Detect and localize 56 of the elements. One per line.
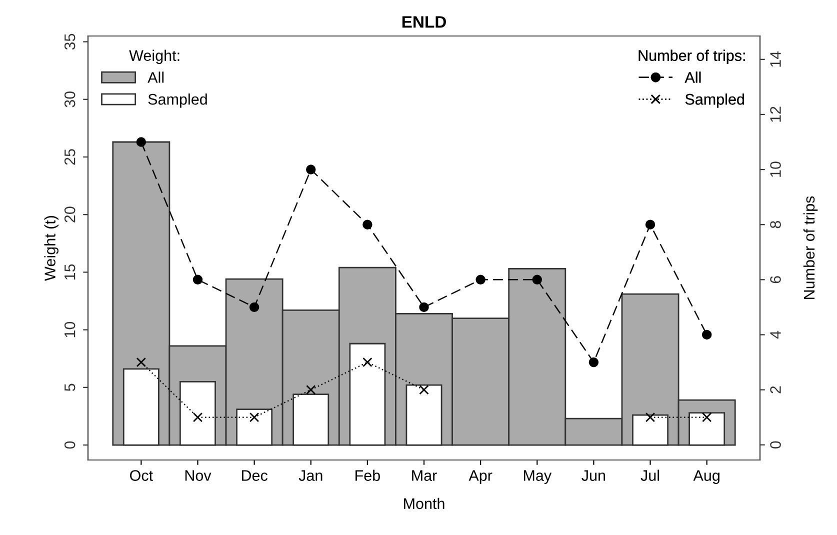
point [645,220,656,230]
point [532,274,542,285]
x-tick-label: Mar [412,470,437,481]
y-tick-label: 30 [64,91,76,108]
y-tick-label: 15 [64,264,76,280]
point [136,137,146,147]
point [588,357,599,368]
y2-tick-label: 10 [770,162,781,177]
text: Number of trips: [638,50,745,64]
y-tick-label: 35 [64,34,76,50]
point [249,302,260,312]
point [702,412,712,422]
point [192,274,203,285]
x-tick-label: Feb [356,470,380,481]
x-tick-label: Jan [298,470,322,481]
point [702,330,712,340]
y2-tick-label: 8 [770,221,781,228]
y2-tick-label: 0 [770,441,781,449]
y2-tick-label: 6 [770,276,781,284]
point [419,384,429,395]
x-tick-label: Nov [185,470,212,481]
legend-label: All [684,72,701,83]
point [362,357,372,368]
x-tick-label: Apr [468,470,492,484]
legend-label: Sampled [148,94,207,108]
x-tick-label: Jul [640,470,660,481]
x-tick-label: Jun [582,470,606,481]
x-tick-label: Dec [242,470,268,481]
y-tick-label: 0 [64,441,76,449]
y2-axis-title: Number of trips [803,196,818,299]
point [306,164,316,174]
point [249,412,260,422]
point [192,412,203,422]
x-tick-label: Oct [130,470,153,481]
point [645,412,656,422]
y-axis-title: Weight (t) [44,216,58,281]
point [306,384,316,395]
point [362,220,372,230]
y-tick-label: 5 [64,384,76,392]
x-tick-label: May [524,470,552,484]
y2-tick-label: 2 [770,386,781,394]
y-tick-label: 20 [64,206,76,222]
x-axis-title: Month [404,498,444,510]
y-tick-label: 10 [64,322,76,338]
x-tick-label: Aug [693,470,720,484]
point [419,302,429,312]
legend-label: Sampled [685,94,744,108]
chart-title: ENLD [402,16,446,28]
y2-tick-label: 4 [770,330,781,339]
point [136,357,146,368]
y-tick-label: 25 [64,149,76,165]
y2-tick-label: 14 [770,51,781,67]
y2-tick-label: 12 [770,106,781,122]
text: Weight: [129,50,180,64]
legend-label: All [148,72,164,83]
point [476,274,486,285]
